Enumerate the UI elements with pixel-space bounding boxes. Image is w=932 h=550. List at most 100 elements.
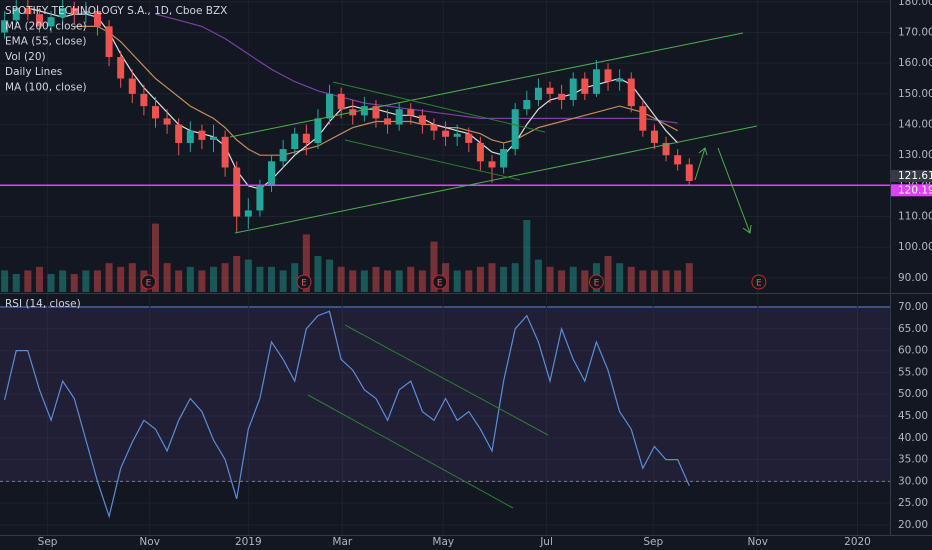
candle-body: [256, 185, 264, 211]
legend-entry: EMA (55, close): [5, 36, 87, 48]
y-tick-label: 45.00: [898, 410, 928, 422]
volume-bar: [59, 270, 67, 292]
y-tick-label: 100.00: [898, 241, 932, 253]
candle-body: [685, 164, 693, 181]
candle-body: [430, 124, 438, 131]
trend-line: [332, 81, 546, 133]
grid: [0, 0, 890, 535]
candle-body: [268, 161, 276, 186]
candle-body: [534, 87, 542, 100]
candle-body: [233, 167, 241, 217]
candle-body: [198, 130, 206, 140]
earnings-label: E: [594, 279, 600, 289]
volume-bar: [616, 263, 624, 292]
earnings-marker: [432, 274, 448, 290]
candle-body: [453, 133, 461, 137]
volume-bar: [395, 270, 403, 292]
x-tick-label: Sep: [643, 536, 663, 548]
candle-body: [70, 7, 78, 15]
candle-body: [442, 130, 450, 137]
candle-body: [24, 7, 32, 15]
earnings-marker: [296, 274, 312, 290]
volume-bar: [604, 256, 612, 292]
y-tick-label: 150.00: [898, 88, 932, 100]
line: [4, 310, 690, 519]
candle-body: [175, 124, 183, 143]
candle-body: [581, 78, 589, 94]
earnings-label: E: [301, 279, 307, 289]
volume-bar: [105, 263, 113, 292]
volume-bar: [1, 270, 9, 292]
volume-bar: [151, 223, 159, 292]
trend-line: [307, 394, 514, 509]
volume-bar: [337, 266, 345, 292]
candle-body: [372, 106, 380, 119]
x-tick-label: Mar: [332, 536, 352, 548]
pane-title: RSI (14, close): [5, 298, 81, 310]
y-tick-label: 30.00: [898, 475, 928, 487]
volume-bar: [418, 270, 426, 292]
labels: 90.00100.00110.00120.00130.00140.00150.0…: [5, 0, 932, 548]
volume-bar: [82, 270, 90, 292]
y-tick-label: 170.00: [898, 27, 932, 39]
volume-bar: [198, 270, 206, 292]
volume-bar: [349, 270, 357, 292]
volume-bar: [674, 270, 682, 292]
candle-body: [395, 109, 403, 125]
candle-body: [59, 7, 67, 18]
volume-bar: [360, 270, 368, 292]
candle-body: [558, 93, 566, 100]
volume-bar: [650, 270, 658, 292]
volume-bar: [488, 263, 496, 292]
candle-body: [291, 133, 299, 150]
candle-body: [418, 115, 426, 125]
volume-bar: [581, 270, 589, 292]
volume-bar: [221, 263, 229, 292]
x-tick-label: Nov: [139, 536, 160, 548]
earnings-marker: [588, 274, 604, 290]
arrow-down: [717, 147, 752, 234]
candle-body: [186, 130, 194, 143]
drawings: [229, 32, 758, 509]
x-tick-label: Jul: [539, 536, 553, 548]
volume-bar: [372, 266, 380, 292]
volume-bar: [627, 266, 635, 292]
legend-entry: Daily Lines: [5, 66, 62, 78]
y-tick-label: 20.00: [898, 519, 928, 531]
x-tick-label: 2020: [844, 536, 871, 548]
volume-bar: [93, 270, 101, 292]
candle-body: [279, 149, 287, 162]
volume-bar: [523, 220, 531, 292]
candle-body: [117, 57, 125, 79]
volume-bar: [407, 266, 415, 292]
candle-body: [639, 106, 647, 131]
trend-line: [344, 324, 549, 436]
volume-bar: [639, 270, 647, 292]
volume-bar: [279, 270, 287, 292]
volume-bar: [500, 266, 508, 292]
volume-bar: [511, 263, 519, 292]
rsi-band: [0, 306, 890, 482]
volume-bar: [24, 270, 32, 292]
candle-body: [511, 109, 519, 150]
candle-body: [82, 11, 90, 15]
earnings-marker: [141, 274, 157, 290]
candle-body: [12, 7, 20, 21]
earnings-marker: [751, 274, 767, 290]
earnings-label: E: [437, 279, 443, 289]
y-tick-label: 50.00: [898, 388, 928, 400]
legend-entry: MA (100, close): [5, 82, 87, 94]
candle-body: [604, 69, 612, 82]
trend-line: [229, 32, 744, 138]
candle-body: [244, 210, 252, 217]
volume-bar: [430, 241, 438, 292]
candle-body: [326, 93, 334, 119]
price-label: 120.19: [898, 184, 932, 196]
legend-entry: MA (200, close): [5, 20, 87, 32]
x-tick-label: May: [432, 536, 454, 548]
y-tick-label: 60.00: [898, 345, 928, 357]
candle-body: [488, 161, 496, 168]
x-tick-label: Nov: [747, 536, 768, 548]
candle-body: [1, 20, 9, 33]
x-tick-label: Sep: [38, 536, 58, 548]
